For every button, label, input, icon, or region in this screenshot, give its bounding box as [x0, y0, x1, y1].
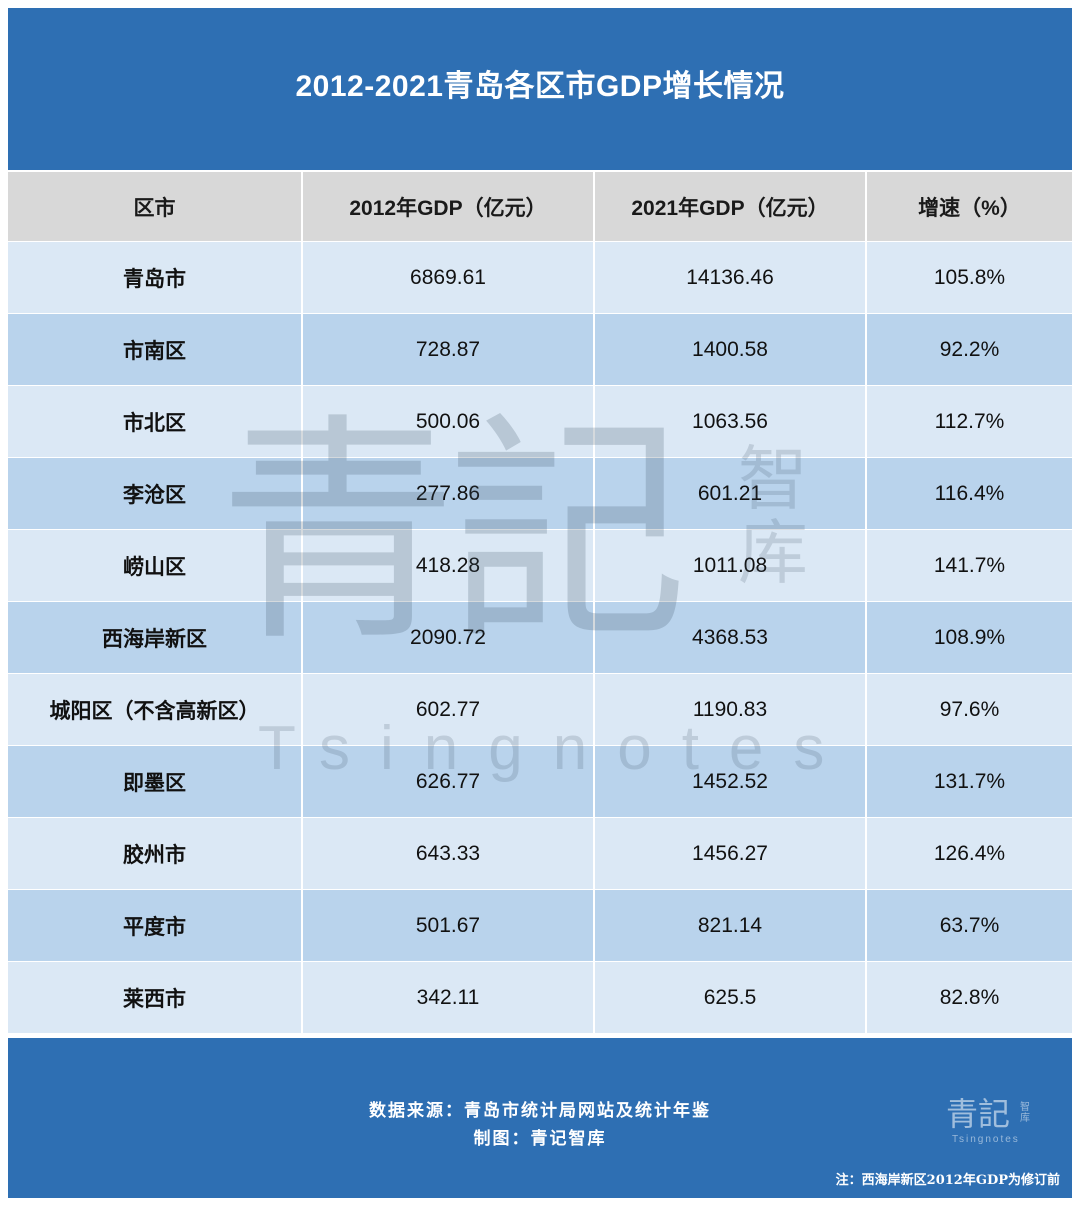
growth-value: 141.7%: [867, 530, 1072, 602]
gdp-2012-value: 277.86: [303, 458, 595, 530]
table-row: 青岛市 6869.61 14136.46 105.8%: [8, 242, 1072, 314]
gdp-2021-value: 1190.83: [595, 674, 867, 746]
table-row: 李沧区 277.86 601.21 116.4%: [8, 458, 1072, 530]
table-row: 胶州市 643.33 1456.27 126.4%: [8, 818, 1072, 890]
logo-latin-text: Tsingnotes: [952, 1134, 1020, 1145]
gdp-2012-value: 2090.72: [303, 602, 595, 674]
page-title: 2012-2021青岛各区市GDP增长情况: [295, 70, 785, 103]
growth-value: 131.7%: [867, 746, 1072, 818]
logo-side-text: 智库: [1020, 1102, 1030, 1124]
district-name: 城阳区（不含高新区）: [8, 674, 303, 746]
district-name: 李沧区: [8, 458, 303, 530]
gdp-2021-value: 601.21: [595, 458, 867, 530]
gdp-2021-value: 1063.56: [595, 386, 867, 458]
title-banner: 2012-2021青岛各区市GDP增长情况: [8, 8, 1072, 170]
data-source: 数据来源：青岛市统计局网站及统计年鉴: [369, 1101, 711, 1121]
gdp-2012-value: 643.33: [303, 818, 595, 890]
growth-value: 92.2%: [867, 314, 1072, 386]
chart-credit: 制图：青记智库: [473, 1129, 607, 1149]
district-name: 市南区: [8, 314, 303, 386]
district-name: 即墨区: [8, 746, 303, 818]
table-row: 即墨区 626.77 1452.52 131.7%: [8, 746, 1072, 818]
growth-value: 105.8%: [867, 242, 1072, 314]
gdp-2012-value: 602.77: [303, 674, 595, 746]
header-gdp-2012: 2012年GDP（亿元）: [303, 172, 595, 242]
infographic: 2012-2021青岛各区市GDP增长情况 区市 2012年GDP（亿元） 20…: [8, 8, 1072, 1198]
district-name: 西海岸新区: [8, 602, 303, 674]
brand-logo: 青記 智库 Tsingnotes: [946, 1098, 1046, 1148]
gdp-2021-value: 4368.53: [595, 602, 867, 674]
growth-value: 97.6%: [867, 674, 1072, 746]
table-row: 平度市 501.67 821.14 63.7%: [8, 890, 1072, 962]
gdp-2021-value: 1011.08: [595, 530, 867, 602]
table-row: 城阳区（不含高新区） 602.77 1190.83 97.6%: [8, 674, 1072, 746]
growth-value: 82.8%: [867, 962, 1072, 1034]
table-header-row: 区市 2012年GDP（亿元） 2021年GDP（亿元） 增速（%）: [8, 172, 1072, 242]
gdp-2012-value: 728.87: [303, 314, 595, 386]
logo-main-text: 青記: [946, 1095, 1011, 1133]
header-district: 区市: [8, 172, 303, 242]
gdp-2021-value: 1452.52: [595, 746, 867, 818]
header-gdp-2021: 2021年GDP（亿元）: [595, 172, 867, 242]
gdp-2012-value: 501.67: [303, 890, 595, 962]
table-row: 莱西市 342.11 625.5 82.8%: [8, 962, 1072, 1034]
growth-value: 126.4%: [867, 818, 1072, 890]
growth-value: 112.7%: [867, 386, 1072, 458]
growth-value: 63.7%: [867, 890, 1072, 962]
growth-value: 108.9%: [867, 602, 1072, 674]
footer-banner: 数据来源：青岛市统计局网站及统计年鉴 制图：青记智库 青記 智库 Tsingno…: [8, 1038, 1072, 1198]
table-row: 崂山区 418.28 1011.08 141.7%: [8, 530, 1072, 602]
gdp-2021-value: 821.14: [595, 890, 867, 962]
footnote: 注：西海岸新区2012年GDP为修订前: [835, 1173, 1060, 1188]
gdp-2021-value: 1456.27: [595, 818, 867, 890]
gdp-2012-value: 418.28: [303, 530, 595, 602]
district-name: 市北区: [8, 386, 303, 458]
district-name: 平度市: [8, 890, 303, 962]
gdp-2021-value: 625.5: [595, 962, 867, 1034]
gdp-2021-value: 14136.46: [595, 242, 867, 314]
district-name: 青岛市: [8, 242, 303, 314]
district-name: 胶州市: [8, 818, 303, 890]
gdp-2012-value: 342.11: [303, 962, 595, 1034]
gdp-2012-value: 500.06: [303, 386, 595, 458]
table-row: 市南区 728.87 1400.58 92.2%: [8, 314, 1072, 386]
gdp-2012-value: 6869.61: [303, 242, 595, 314]
table-row: 市北区 500.06 1063.56 112.7%: [8, 386, 1072, 458]
gdp-2021-value: 1400.58: [595, 314, 867, 386]
district-name: 崂山区: [8, 530, 303, 602]
gdp-table: 区市 2012年GDP（亿元） 2021年GDP（亿元） 增速（%） 青岛市 6…: [8, 172, 1072, 1034]
district-name: 莱西市: [8, 962, 303, 1034]
table-row: 西海岸新区 2090.72 4368.53 108.9%: [8, 602, 1072, 674]
gdp-2012-value: 626.77: [303, 746, 595, 818]
growth-value: 116.4%: [867, 458, 1072, 530]
header-growth: 增速（%）: [867, 172, 1072, 242]
